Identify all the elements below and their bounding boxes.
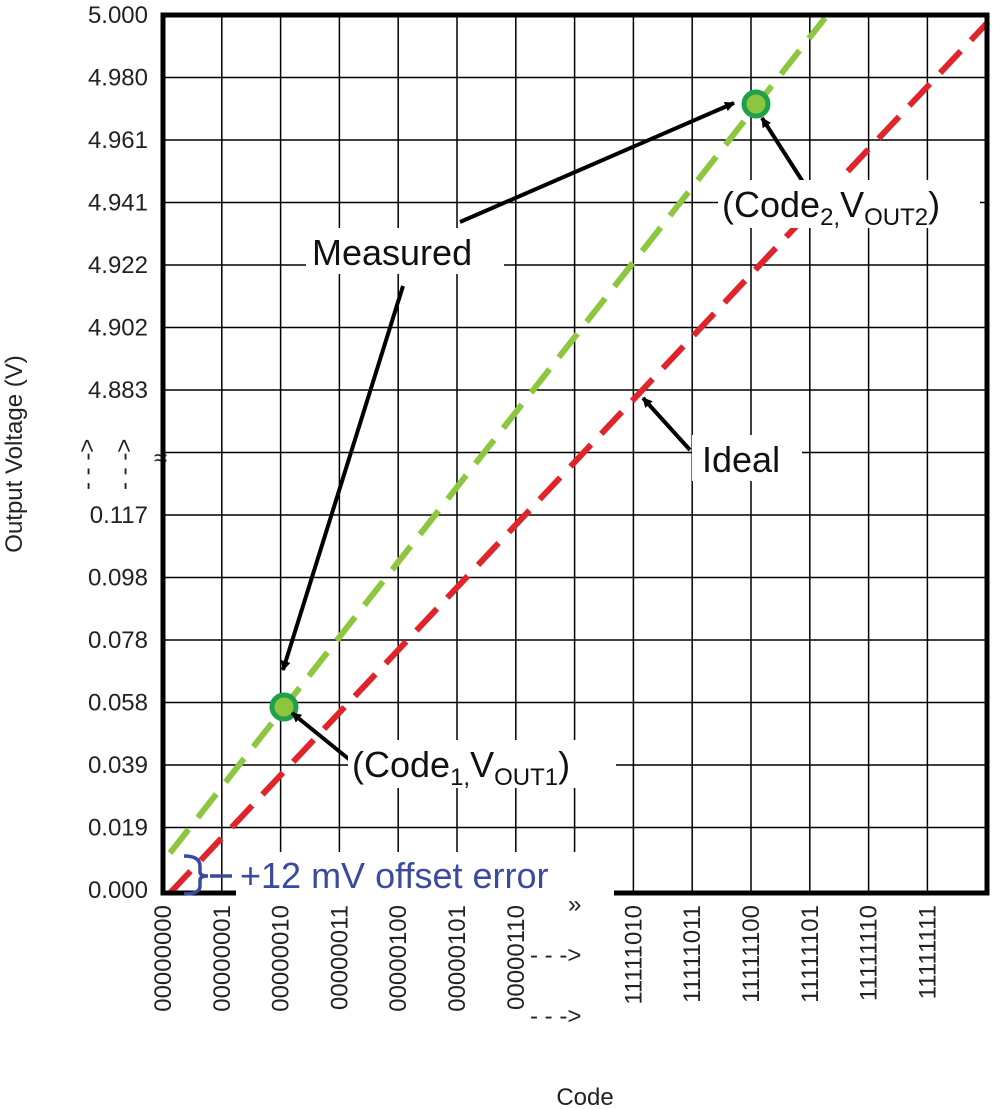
x-tick-label: 00000001 bbox=[209, 905, 236, 1012]
x-tick-label: 11111100 bbox=[738, 905, 765, 1003]
measured-line bbox=[167, 16, 828, 855]
offset-label: +12 mV offset error bbox=[240, 855, 548, 896]
ideal-arrow bbox=[641, 396, 692, 452]
point2-label-bg bbox=[718, 180, 980, 228]
point1-arrow bbox=[290, 711, 352, 762]
x-tick-label: 11111111 bbox=[914, 905, 941, 999]
measured-label: Measured bbox=[312, 232, 472, 273]
x-break-arrow-1: - - -> bbox=[530, 942, 581, 969]
x-break-arrow-2: - - -> bbox=[530, 1003, 581, 1030]
y-break-arrow-1: - - -> bbox=[74, 439, 101, 490]
y-tick-label: 0.039 bbox=[88, 752, 148, 779]
y-tick-labels: 5.000 4.980 4.961 4.941 4.922 4.902 4.883 0.117… bbox=[88, 2, 148, 904]
y-axis-title: Output Voltage (V) bbox=[1, 355, 28, 552]
x-tick-label: 11111010 bbox=[620, 905, 647, 1005]
x-tick-label: 11111101 bbox=[797, 905, 824, 1003]
ideal-label: Ideal bbox=[702, 439, 780, 480]
y-tick-label: 0.117 bbox=[90, 502, 148, 529]
ideal-line bbox=[167, 19, 991, 896]
point2-arrow bbox=[760, 116, 805, 184]
y-tick-label: 0.098 bbox=[88, 565, 148, 592]
ideal-label-bg bbox=[692, 435, 802, 481]
y-tick-label: 0.058 bbox=[88, 690, 148, 717]
x-axis-title: Code bbox=[556, 1084, 613, 1109]
measured-point-1 bbox=[269, 692, 299, 722]
point1-label-bg bbox=[348, 740, 616, 788]
measured-arrow-upper bbox=[459, 101, 735, 224]
x-tick-label: 00000100 bbox=[385, 905, 412, 1012]
y-tick-label: 0.078 bbox=[88, 627, 148, 654]
offset-bracket-icon bbox=[183, 854, 209, 896]
y-tick-label: 4.902 bbox=[88, 315, 148, 342]
x-tick-label: 00000010 bbox=[268, 905, 295, 1012]
x-tick-label: 00000101 bbox=[444, 905, 471, 1012]
y-break-arrow-2: - - -> bbox=[111, 439, 138, 490]
x-tick-label: 11111011 bbox=[679, 905, 706, 1003]
x-tick-label: 00000011 bbox=[326, 905, 353, 1010]
y-tick-label: 4.883 bbox=[88, 377, 148, 404]
y-tick-label: 4.980 bbox=[88, 65, 148, 92]
y-tick-label: 4.941 bbox=[88, 190, 148, 217]
point2-label: (Code2,VOUT2) bbox=[722, 184, 940, 231]
x-tick-label: 11111110 bbox=[856, 905, 883, 1001]
x-axis-break-marker: » bbox=[568, 891, 581, 918]
point1-label: (Code1,VOUT1) bbox=[352, 744, 570, 791]
offset-label-bg bbox=[236, 852, 614, 896]
y-tick-label: 5.000 bbox=[88, 2, 148, 29]
y-tick-label: 0.000 bbox=[88, 877, 148, 904]
y-tick-label: 4.922 bbox=[88, 252, 148, 279]
y-tick-label: 4.961 bbox=[88, 127, 148, 154]
x-tick-label: 00000000 bbox=[150, 905, 177, 1012]
measured-point-2 bbox=[741, 89, 771, 119]
x-tick-label: 00000110 bbox=[503, 905, 530, 1010]
measured-arrow-lower bbox=[280, 285, 405, 671]
measured-label-bg bbox=[306, 228, 504, 274]
x-tick-labels: 00000000 00000001 00000010 00000011 00000100… bbox=[150, 905, 941, 1012]
y-tick-label: 0.019 bbox=[88, 815, 148, 842]
